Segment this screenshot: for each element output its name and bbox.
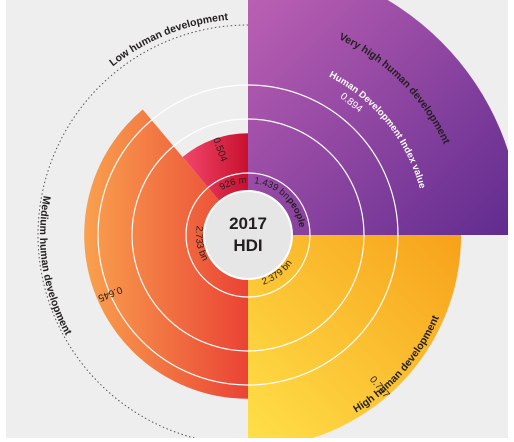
center-hdi: HDI	[233, 236, 262, 255]
center-disc	[203, 190, 293, 280]
center-year: 2017	[229, 214, 267, 233]
reference-ring-3	[97, 84, 399, 386]
sector-medium-human-development	[84, 109, 248, 399]
sector-very-high-human-development	[248, 0, 508, 235]
label-medium: Medium human development	[37, 195, 74, 338]
chart-panel: Very high human development High human de…	[6, 0, 508, 438]
reference-ring-2	[131, 118, 365, 352]
label-low: Low human development	[107, 11, 229, 69]
reference-ring-1	[185, 172, 311, 298]
sector-high-human-development	[248, 235, 462, 438]
